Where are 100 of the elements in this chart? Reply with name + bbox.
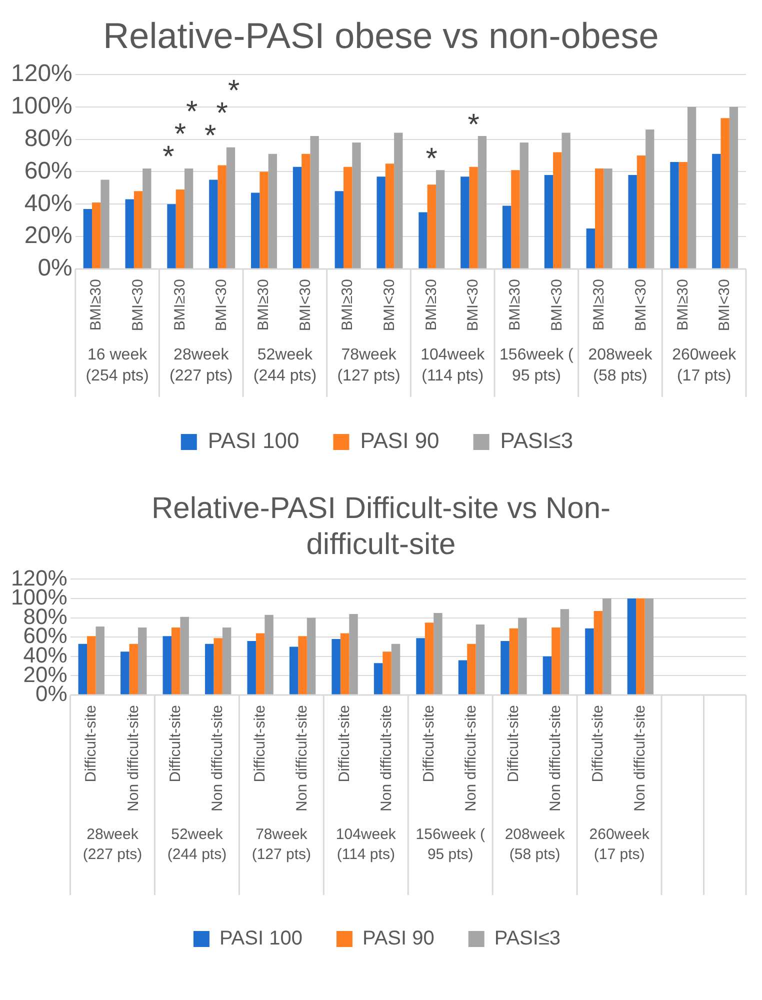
x-tick-label: Difficult-site — [336, 705, 353, 782]
bar — [382, 652, 392, 695]
bar — [552, 628, 560, 695]
x-tick-label: Difficult-site — [251, 705, 268, 782]
bar — [134, 191, 143, 269]
y-tick-label: 20% — [24, 222, 72, 250]
bar — [712, 154, 721, 269]
chart-title: Relative-PASI obese vs non-obese — [102, 14, 660, 58]
text: 28week (227 pts) — [170, 346, 233, 385]
text: 260week (17 pts) — [589, 826, 650, 864]
bar — [416, 638, 425, 695]
bar — [586, 228, 595, 269]
legend-label: PASI 100 — [219, 928, 302, 950]
bar — [585, 628, 594, 695]
bar — [332, 639, 340, 695]
bar — [204, 644, 214, 695]
bar — [520, 142, 528, 269]
x-tick-label: BMI<30 — [548, 279, 566, 332]
bar — [142, 168, 152, 269]
bar — [209, 180, 218, 269]
x-tick-label: Difficult-site — [420, 705, 438, 782]
legend-label: PASI 90 — [360, 428, 440, 454]
text: 28week (227 pts) — [82, 826, 142, 864]
bar — [264, 615, 274, 695]
bar — [511, 170, 520, 269]
text: 52week (244 pts) — [167, 826, 227, 864]
bar — [604, 168, 612, 269]
y-tick-label: 0% — [38, 254, 72, 282]
bar — [218, 165, 226, 269]
annotation: * — [228, 74, 240, 108]
bar — [289, 646, 298, 695]
bar — [394, 132, 403, 269]
bar — [340, 633, 350, 695]
bar — [129, 644, 138, 695]
x-tick-label: BMI≥30 — [422, 279, 440, 331]
y-tick-label: 40% — [24, 190, 72, 217]
bar — [436, 170, 445, 269]
x-tick-label: Non difficult-site — [294, 705, 311, 812]
bar — [636, 598, 645, 695]
annotation: * — [216, 97, 228, 130]
bar — [385, 164, 394, 269]
x-tick-label: BMI<30 — [213, 279, 230, 332]
x-tick-label: BMI<30 — [464, 279, 482, 332]
bar — [256, 633, 265, 695]
bar — [298, 636, 307, 695]
bar — [478, 136, 487, 269]
bar — [594, 611, 603, 695]
x-tick-label: BMI<30 — [297, 279, 314, 332]
annotation: * — [174, 118, 186, 152]
x-tick-label: BMI<30 — [380, 279, 398, 332]
x-tick-label: Difficult-site — [166, 705, 184, 782]
bar — [476, 624, 485, 695]
chart-title: Relative-PASI Difficult-site vs Non-difficult-site — [150, 491, 612, 564]
bar — [78, 644, 88, 695]
bar — [292, 167, 302, 269]
bar — [184, 168, 194, 269]
bar — [374, 663, 383, 695]
y-tick-label: 80% — [24, 125, 72, 152]
bar — [352, 142, 361, 269]
bar — [542, 656, 552, 695]
bar — [678, 162, 688, 269]
bar — [214, 638, 222, 695]
bar — [247, 641, 256, 695]
bar — [391, 644, 400, 695]
x-tick-label: BMI≥30 — [506, 279, 524, 331]
bar — [226, 148, 236, 269]
bar — [469, 167, 478, 269]
bar — [222, 628, 232, 695]
bar — [83, 209, 92, 269]
bar — [502, 206, 512, 269]
bar — [334, 191, 344, 269]
bar — [306, 618, 316, 695]
bar — [509, 628, 518, 695]
bar — [125, 199, 134, 269]
bar — [100, 180, 110, 269]
bar — [627, 598, 636, 695]
bar — [687, 107, 696, 269]
legend-label: PASI 100 — [208, 428, 300, 454]
bar — [138, 628, 147, 695]
text: 208week (58 pts) — [588, 346, 654, 385]
x-tick-label: Difficult-site — [589, 705, 606, 782]
bar — [500, 641, 510, 695]
bar — [87, 636, 96, 695]
bar — [251, 192, 260, 269]
bar — [460, 176, 470, 269]
bar — [120, 652, 130, 695]
legend-label: PASI≤3 — [500, 428, 574, 454]
x-tick-label: BMI≥30 — [338, 279, 356, 331]
x-tick-label: BMI≥30 — [674, 279, 692, 331]
bar — [302, 154, 310, 269]
bar — [424, 622, 434, 695]
bar — [176, 190, 184, 269]
annotation: * — [204, 120, 216, 153]
x-tick-label: BMI<30 — [716, 279, 734, 332]
bar — [646, 130, 654, 269]
legend-label: PASI≤3 — [494, 928, 561, 950]
x-tick-label: BMI<30 — [129, 279, 146, 332]
x-tick-label: Non difficult-site — [378, 705, 396, 812]
x-tick-label: BMI≥30 — [590, 279, 608, 331]
text: 208week (58 pts) — [504, 826, 566, 864]
